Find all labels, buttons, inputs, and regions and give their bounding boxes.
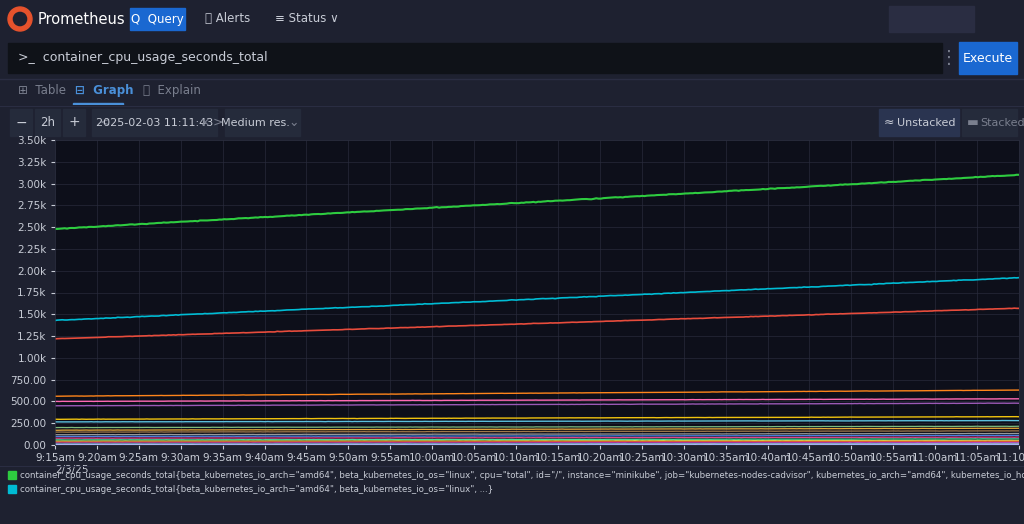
Text: >: > [213,116,223,129]
Bar [879,109,959,136]
Text: 2025-02-03 11:11:43: 2025-02-03 11:11:43 [96,117,214,127]
Text: ✦: ✦ [889,13,899,26]
Bar [130,8,185,30]
Bar [962,109,1017,136]
Text: ⋮: ⋮ [940,49,958,67]
Text: ⚙: ⚙ [939,13,950,26]
Bar [35,109,60,136]
Bar [889,6,974,32]
Text: ⊞: ⊞ [956,13,968,26]
Bar [92,109,217,136]
Text: ×: × [200,116,210,129]
Text: 2/3/25: 2/3/25 [55,465,88,475]
Bar [8,485,16,493]
Text: ◑: ◑ [905,13,916,26]
Text: ≈: ≈ [884,116,895,129]
Circle shape [8,7,32,31]
Text: Execute: Execute [963,51,1013,64]
Text: ●: ● [923,13,934,26]
Text: container_cpu_usage_seconds_total{beta_kubernetes_io_arch="amd64", beta_kubernet: container_cpu_usage_seconds_total{beta_k… [20,471,1024,479]
Text: Medium res.: Medium res. [220,117,290,127]
Text: ⊟  Graph: ⊟ Graph [75,84,133,96]
Text: container_cpu_usage_seconds_total{beta_kubernetes_io_arch="amd64", beta_kubernet: container_cpu_usage_seconds_total{beta_k… [20,485,494,494]
Bar [8,471,16,479]
Text: ⏱  Explain: ⏱ Explain [143,84,201,96]
Bar [10,109,32,136]
Text: ⌄: ⌄ [289,116,299,129]
Text: Unstacked: Unstacked [897,117,955,127]
Text: Prometheus: Prometheus [38,12,126,27]
Text: 🔔 Alerts: 🔔 Alerts [205,13,250,26]
Text: <: < [100,116,111,129]
Bar [63,109,85,136]
Text: Stacked: Stacked [980,117,1024,127]
Text: >_  container_cpu_usage_seconds_total: >_ container_cpu_usage_seconds_total [18,51,267,64]
Text: 2h: 2h [40,116,55,129]
Bar [959,42,1017,74]
Text: −: − [15,115,27,129]
Bar [8,43,942,73]
Text: Q  Query: Q Query [131,13,184,26]
Text: ⊞  Table: ⊞ Table [18,84,66,96]
Text: ▬: ▬ [967,116,979,129]
Text: ≡ Status ∨: ≡ Status ∨ [275,13,339,26]
Circle shape [13,13,27,26]
Bar [73,103,123,105]
Text: +: + [69,115,80,129]
Bar [225,109,300,136]
